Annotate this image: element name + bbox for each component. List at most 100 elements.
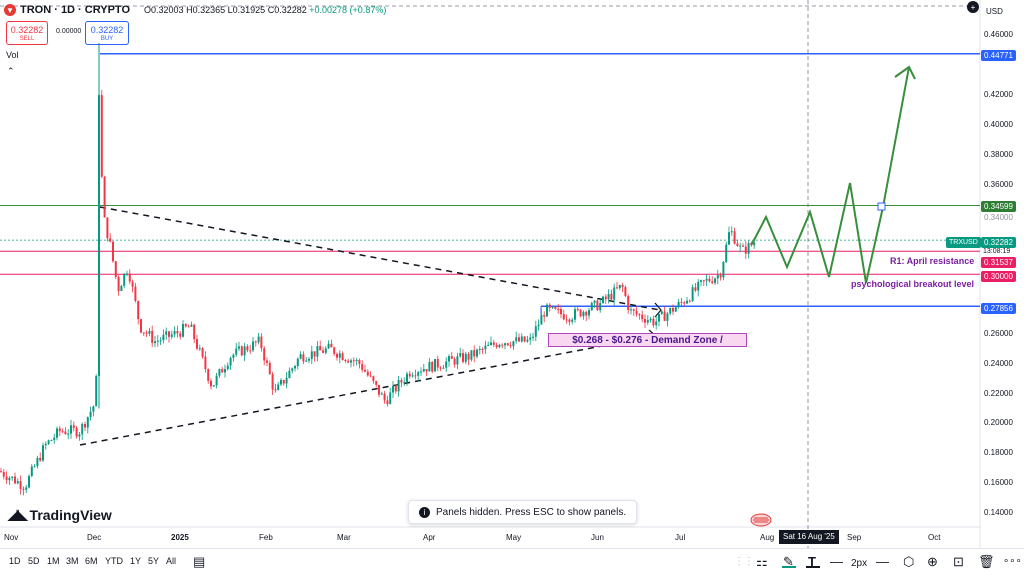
price-tick-label: 0.18000 — [984, 448, 1013, 458]
range-all[interactable]: All — [166, 556, 177, 566]
ohlc-close: C0.32282 — [267, 5, 307, 15]
line-style-icon[interactable]: — — [830, 554, 843, 569]
range-ytd[interactable]: YTD — [105, 556, 123, 566]
candle-body — [198, 348, 201, 350]
time-label: Aug — [760, 533, 775, 542]
candle-body — [434, 359, 436, 372]
candle-body — [630, 309, 632, 311]
range-5y[interactable]: 5Y — [148, 556, 160, 566]
range-6m[interactable]: 6M — [85, 556, 98, 566]
candle-body — [0, 471, 2, 473]
candle-body — [425, 369, 428, 372]
candle-body — [462, 353, 464, 362]
more-options-icon[interactable]: ∘∘∘ — [1003, 556, 1022, 567]
panels-hidden-toast: i Panels hidden. Press ESC to show panel… — [408, 500, 638, 524]
candle-body — [81, 423, 84, 435]
candle-body — [366, 371, 369, 376]
r1-annotation[interactable]: R1: April resistance — [890, 256, 975, 266]
candle-body — [602, 296, 604, 303]
demand-zone-box[interactable]: $0.268 - $0.276 - Demand Zone / — [548, 333, 747, 347]
candle-body — [67, 433, 70, 435]
candle-body — [702, 280, 705, 282]
text-tool-icon[interactable]: T — [808, 554, 816, 569]
candle-body — [557, 308, 560, 310]
time-label: Apr — [423, 533, 436, 542]
candle-body — [70, 425, 72, 434]
candle-body — [39, 457, 42, 461]
candle-body — [5, 476, 8, 481]
candle-body — [439, 367, 442, 369]
candle-body — [672, 308, 674, 312]
brush-icon[interactable]: ✎ — [783, 554, 794, 569]
axis-currency[interactable]: USD — [986, 7, 1003, 16]
forecast-path — [751, 66, 910, 284]
text-color-swatch[interactable] — [806, 566, 820, 568]
candle-body — [422, 369, 425, 372]
breakout-arrow — [654, 302, 662, 318]
candle-body — [730, 231, 733, 233]
symbol-title[interactable]: TRON · 1D · CRYPTO — [20, 4, 131, 16]
candle-body — [274, 389, 277, 391]
scroll-to-realtime-icon[interactable]: + — [967, 1, 979, 13]
candle-body — [64, 431, 67, 435]
live-indicator-icon[interactable] — [750, 513, 772, 527]
candle-body — [691, 287, 694, 301]
collapse-chevron-icon[interactable]: ⌃ — [7, 66, 15, 76]
sell-button[interactable]: 0.32282 SELL — [6, 21, 48, 45]
candle-body — [548, 304, 551, 308]
trash-icon[interactable]: 🗑 — [978, 554, 995, 569]
tradingview-logo[interactable]: ◢◣ TradingView — [8, 506, 112, 523]
price-chart[interactable] — [0, 0, 1024, 548]
candle-body — [599, 302, 602, 311]
stroke-width-select[interactable]: 2px — [851, 558, 868, 569]
buy-button[interactable]: 0.32282 BUY — [85, 21, 129, 45]
range-5d[interactable]: 5D — [28, 556, 40, 566]
candle-body — [694, 287, 697, 291]
candle-body — [361, 363, 364, 370]
candle-body — [733, 231, 736, 244]
candle-body — [75, 427, 78, 437]
candle-body — [114, 261, 117, 277]
candle-body — [397, 379, 400, 392]
candle-body — [305, 360, 308, 362]
candle-body — [162, 334, 165, 341]
candle-body — [389, 392, 392, 404]
range-1y[interactable]: 1Y — [130, 556, 142, 566]
candle-body — [106, 217, 109, 239]
date-range-calendar-icon[interactable]: ▤ — [193, 554, 206, 569]
candle-body — [481, 348, 484, 350]
candle-body — [252, 341, 254, 351]
lock-icon[interactable]: ⊡ — [953, 554, 964, 569]
brush-color-swatch[interactable] — [782, 566, 796, 568]
volume-indicator-label[interactable]: Vol — [6, 50, 19, 60]
symbol-header: ▼ TRON · 1D · CRYPTO O0.32003 H0.32365 L… — [4, 4, 386, 16]
object-tree-icon[interactable]: ⚏ — [756, 554, 768, 569]
ohlc-high: H0.32365 — [186, 5, 226, 15]
price-tick-label: 0.34000 — [984, 212, 1013, 222]
line-dash-icon[interactable]: — — [876, 554, 889, 569]
candle-body — [744, 246, 747, 254]
hexagon-settings-icon[interactable]: ⬡ — [903, 554, 915, 569]
candle-body — [411, 375, 414, 377]
range-1d[interactable]: 1D — [9, 556, 21, 566]
candle-body — [621, 284, 624, 288]
candle-body — [495, 344, 498, 348]
candle-body — [240, 346, 243, 356]
range-3m[interactable]: 3M — [66, 556, 79, 566]
candle-body — [666, 313, 669, 321]
candle-body — [649, 318, 652, 321]
alert-icon[interactable]: ⊕ — [927, 554, 938, 569]
drag-handle-icon[interactable]: ⋮⋮ — [734, 556, 754, 567]
candle-body — [19, 481, 22, 489]
candle-body — [154, 341, 156, 344]
range-1m[interactable]: 1M — [47, 556, 60, 566]
psych-annotation[interactable]: psychological breakout level — [851, 279, 975, 289]
candle-body — [145, 332, 148, 334]
candle-body — [658, 313, 660, 322]
candle-body — [170, 334, 173, 337]
candle-body — [246, 346, 249, 351]
candle-body — [179, 333, 182, 337]
candle-body — [414, 375, 417, 377]
candle-body — [372, 376, 375, 382]
